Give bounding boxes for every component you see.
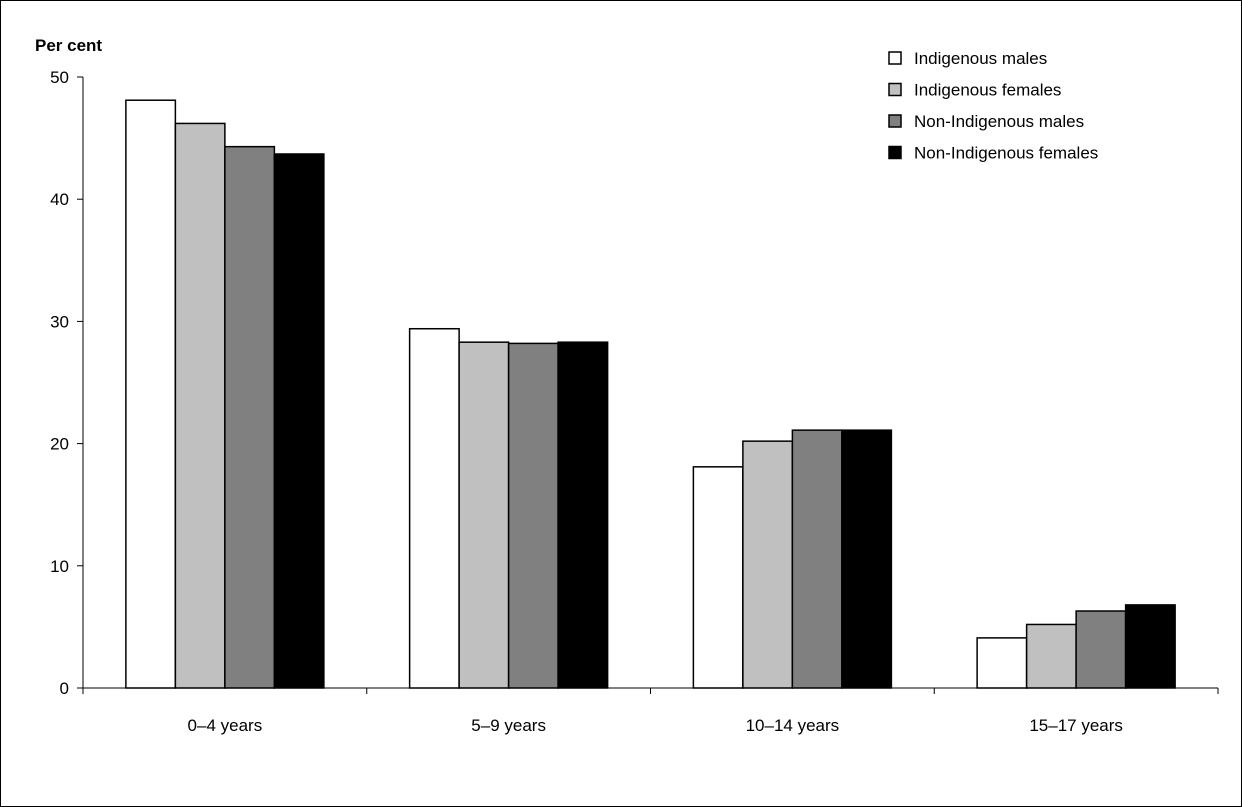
bar [1025,623,1077,689]
bar [976,637,1028,689]
bars [125,99,1176,689]
legend-label: Non-Indigenous males [914,112,1084,131]
legend-swatch [888,114,902,128]
bar [224,145,276,689]
bar [507,342,559,689]
bar [458,341,510,689]
bar [692,466,744,689]
x-tick-label: 0–4 years [188,716,263,735]
bar [742,440,794,689]
legend-swatch [888,51,902,65]
y-tick-label: 10 [50,557,69,576]
bar [1075,610,1127,689]
y-tick-label: 50 [50,68,69,87]
bar [273,153,325,689]
bar [1124,604,1176,689]
bar [791,429,843,689]
legend-label: Non-Indigenous females [914,144,1098,163]
y-axis-label: Per cent [35,36,102,55]
x-tick-label: 5–9 years [471,716,546,735]
legend-label: Indigenous males [914,49,1047,68]
legend-swatch [888,145,902,160]
x-tick-label: 15–17 years [1029,716,1123,735]
x-tick-label: 10–14 years [746,716,840,735]
bar [408,327,460,689]
y-tick-label: 0 [60,679,69,698]
y-tick-label: 20 [50,435,69,454]
bar [841,429,893,689]
y-tick-label: 40 [50,190,69,209]
legend-swatch [888,82,902,97]
bar [174,122,226,689]
y-tick-label: 30 [50,312,69,331]
legend: Indigenous males Indigenous females Non-In… [888,49,1098,163]
bar [125,99,177,689]
legend-label: Indigenous females [914,81,1061,100]
bar [557,341,609,689]
